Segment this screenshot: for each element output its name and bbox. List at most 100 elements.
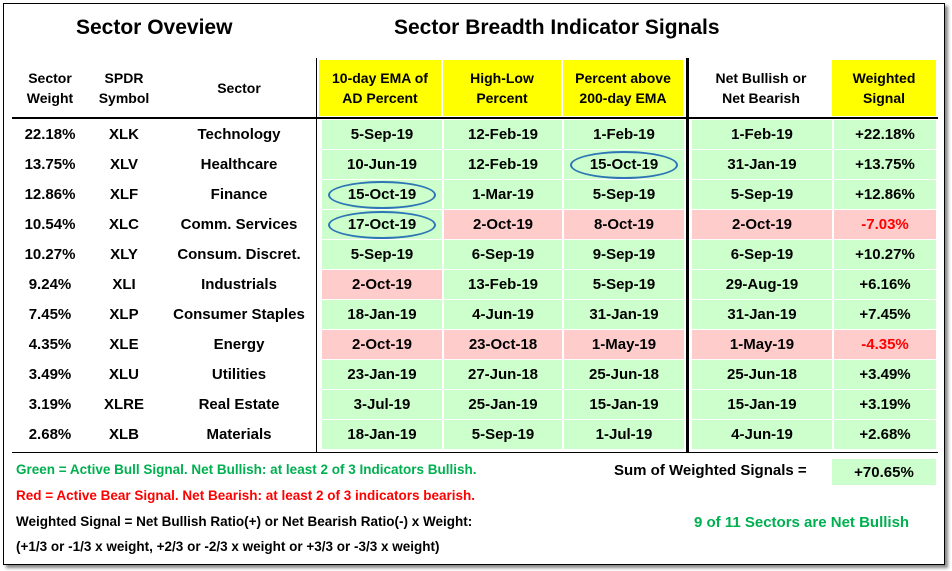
net-cell: 29-Aug-19 bbox=[692, 270, 832, 299]
symbol-cell: XLK bbox=[109, 126, 139, 143]
formula-detail-note: (+1/3 or -1/3 x weight, +2/3 or -2/3 x w… bbox=[16, 539, 440, 554]
ema-cell: 15-Oct-19 bbox=[322, 180, 442, 209]
high-low-cell: 27-Jun-18 bbox=[444, 360, 562, 389]
high-low-cell: 12-Feb-19 bbox=[444, 150, 562, 179]
weighted-signal-cell: -7.03% bbox=[834, 210, 936, 239]
net-cell: 25-Jun-18 bbox=[692, 360, 832, 389]
row-separator bbox=[12, 239, 938, 240]
weight-cell: 7.45% bbox=[28, 306, 72, 323]
symbol-cell: XLRE bbox=[103, 396, 144, 413]
row-separator bbox=[12, 179, 938, 180]
ema-cell: 5-Sep-19 bbox=[322, 120, 442, 149]
symbol-cell: XLP bbox=[109, 306, 139, 323]
symbol-cell: XLE bbox=[109, 336, 139, 353]
row-separator bbox=[12, 449, 938, 450]
table-bottom-line bbox=[12, 452, 938, 453]
row-separator bbox=[12, 419, 938, 420]
pct-200-cell: 1-Feb-19 bbox=[564, 120, 684, 149]
net-cell: 15-Jan-19 bbox=[692, 390, 832, 419]
symbol-cell: XLB bbox=[109, 426, 139, 443]
sector-cell: Technology bbox=[197, 126, 281, 143]
symbol-cell: XLF bbox=[109, 186, 139, 203]
header-high-low: High-Low Percent bbox=[443, 60, 561, 116]
net-cell: 6-Sep-19 bbox=[692, 240, 832, 269]
ema-cell: 17-Oct-19 bbox=[322, 210, 442, 239]
ema-cell: 3-Jul-19 bbox=[322, 390, 442, 419]
pct-200-cell: 5-Sep-19 bbox=[564, 270, 684, 299]
sector-cell: Real Estate bbox=[198, 396, 280, 413]
weighted-signal-cell: -4.35% bbox=[834, 330, 936, 359]
pct-200-cell: 15-Oct-19 bbox=[564, 150, 684, 179]
weight-cell: 2.68% bbox=[28, 426, 72, 443]
header-sector-weight: Sector Weight bbox=[26, 70, 74, 106]
sector-cell: Consum. Discret. bbox=[177, 246, 301, 263]
net-cell: 5-Sep-19 bbox=[692, 180, 832, 209]
sector-table-panel: Sector Oveview Sector Breadth Indicator … bbox=[3, 3, 945, 565]
ema-cell: 23-Jan-19 bbox=[322, 360, 442, 389]
symbol-cell: XLV bbox=[109, 156, 139, 173]
red-legend-note: Red = Active Bear Signal. Net Bearish: a… bbox=[16, 488, 476, 503]
row-separator bbox=[12, 269, 938, 270]
header-net: Net Bullish or Net Bearish bbox=[715, 70, 807, 106]
net-cell: 31-Jan-19 bbox=[692, 150, 832, 179]
weight-cell: 22.18% bbox=[24, 126, 76, 143]
high-low-cell: 23-Oct-18 bbox=[444, 330, 562, 359]
high-low-cell: 12-Feb-19 bbox=[444, 120, 562, 149]
weight-cell: 9.24% bbox=[28, 276, 72, 293]
weight-cell: 10.54% bbox=[24, 216, 76, 233]
weight-cell: 3.49% bbox=[28, 366, 72, 383]
high-low-cell: 6-Sep-19 bbox=[444, 240, 562, 269]
ema-cell: 2-Oct-19 bbox=[322, 330, 442, 359]
weight-cell: 12.86% bbox=[24, 186, 76, 203]
header-weighted-signal: Weighted Signal bbox=[832, 60, 936, 116]
header-ema-ad: 10-day EMA of AD Percent bbox=[319, 60, 441, 116]
sector-overview-title: Sector Oveview bbox=[76, 16, 233, 39]
formula-note: Weighted Signal = Net Bullish Ratio(+) o… bbox=[16, 514, 473, 529]
breadth-signals-title: Sector Breadth Indicator Signals bbox=[394, 16, 720, 39]
sum-label: Sum of Weighted Signals = bbox=[614, 462, 807, 479]
net-cell: 1-May-19 bbox=[692, 330, 832, 359]
high-low-cell: 13-Feb-19 bbox=[444, 270, 562, 299]
sector-cell: Comm. Services bbox=[180, 216, 298, 233]
header-spdr-symbol: SPDR Symbol bbox=[98, 70, 150, 106]
sector-cell: Utilities bbox=[211, 366, 267, 383]
high-low-cell: 2-Oct-19 bbox=[444, 210, 562, 239]
weighted-signal-cell: +12.86% bbox=[834, 180, 936, 209]
sum-value: +70.65% bbox=[832, 459, 936, 485]
row-separator bbox=[12, 209, 938, 210]
high-low-cell: 5-Sep-19 bbox=[444, 420, 562, 449]
pct-200-cell: 1-Jul-19 bbox=[564, 420, 684, 449]
column-divider-thick bbox=[686, 58, 689, 452]
ema-cell: 18-Jan-19 bbox=[322, 300, 442, 329]
pct-200-cell: 31-Jan-19 bbox=[564, 300, 684, 329]
sector-cell: Energy bbox=[213, 336, 265, 353]
sector-cell: Finance bbox=[210, 186, 268, 203]
symbol-cell: XLI bbox=[112, 276, 136, 293]
net-bullish-summary: 9 of 11 Sectors are Net Bullish bbox=[694, 514, 910, 531]
weighted-signal-cell: +6.16% bbox=[834, 270, 936, 299]
weighted-signal-cell: +13.75% bbox=[834, 150, 936, 179]
pct-200-cell: 25-Jun-18 bbox=[564, 360, 684, 389]
symbol-cell: XLU bbox=[109, 366, 139, 383]
high-low-cell: 25-Jan-19 bbox=[444, 390, 562, 419]
ema-cell: 5-Sep-19 bbox=[322, 240, 442, 269]
row-separator bbox=[12, 389, 938, 390]
row-separator bbox=[12, 149, 938, 150]
ema-cell: 18-Jan-19 bbox=[322, 420, 442, 449]
symbol-cell: XLY bbox=[110, 246, 138, 263]
net-cell: 4-Jun-19 bbox=[692, 420, 832, 449]
weighted-signal-cell: +10.27% bbox=[834, 240, 936, 269]
high-low-cell: 1-Mar-19 bbox=[444, 180, 562, 209]
weighted-signal-cell: +7.45% bbox=[834, 300, 936, 329]
sector-cell: Materials bbox=[206, 426, 272, 443]
pct-200-cell: 5-Sep-19 bbox=[564, 180, 684, 209]
row-separator bbox=[12, 329, 938, 330]
symbol-cell: XLC bbox=[109, 216, 139, 233]
weight-cell: 4.35% bbox=[28, 336, 72, 353]
pct-200-cell: 1-May-19 bbox=[564, 330, 684, 359]
header-divider bbox=[12, 117, 938, 119]
row-separator bbox=[12, 359, 938, 360]
weight-cell: 13.75% bbox=[24, 156, 76, 173]
weighted-signal-cell: +3.49% bbox=[834, 360, 936, 389]
header-sector: Sector bbox=[217, 80, 261, 96]
